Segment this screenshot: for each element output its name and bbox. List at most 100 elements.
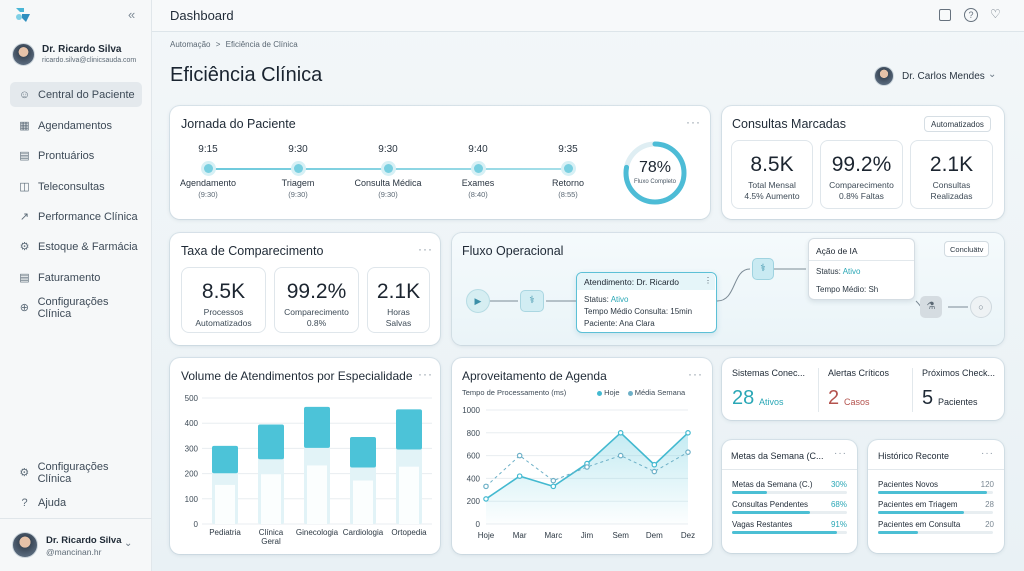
- stat-value: 2.1K: [376, 280, 421, 303]
- status-row: Status: Ativo: [584, 295, 628, 304]
- sidebar-item-teleconsultas[interactable]: ◫ Teleconsultas: [10, 174, 142, 199]
- bar[interactable]: [212, 445, 238, 524]
- step-dot[interactable]: [203, 164, 213, 173]
- progress-track: [878, 531, 993, 534]
- sidebar-item-prontuarios[interactable]: ▤ Prontuários: [10, 143, 142, 168]
- header-user-name[interactable]: Dr. Carlos Mendes: [902, 71, 985, 82]
- invoice-icon: ▤: [19, 272, 30, 284]
- header-avatar[interactable]: [874, 66, 894, 86]
- bell-icon[interactable]: ♡: [990, 7, 1001, 21]
- layout-icon[interactable]: [939, 9, 951, 21]
- patient-journey-card: Jornada do Paciente ··· 9:15 Agendamento (…: [170, 106, 710, 219]
- stat-sub: Automatizados: [195, 318, 252, 328]
- stat-card: 2.1K Consultas Realizadas: [910, 140, 993, 209]
- card-title: Volume de Atendimentos por Especialidade: [181, 369, 413, 383]
- data-point[interactable]: [550, 483, 557, 490]
- data-point[interactable]: [516, 473, 523, 479]
- breadcrumb-item[interactable]: Eficiência de Clínica: [225, 40, 298, 49]
- data-point[interactable]: [685, 449, 691, 455]
- bar[interactable]: [396, 409, 422, 524]
- sidebar-item-performance[interactable]: ↗ Performance Clínica: [10, 204, 142, 229]
- sidebar-item-configuracoes[interactable]: ⊕ Configurações Clínica: [10, 295, 142, 320]
- more-vert-icon[interactable]: ⋮: [704, 276, 712, 285]
- plus-circle-icon: ⊕: [19, 302, 29, 314]
- collapse-sidebar-icon[interactable]: «: [128, 7, 136, 22]
- chevron-down-icon[interactable]: ⌄: [124, 538, 133, 549]
- flow-box-title: Ação de IA: [816, 246, 858, 256]
- document-icon: ▤: [19, 150, 30, 162]
- area-fill: [486, 432, 688, 524]
- step-dot[interactable]: [293, 164, 303, 173]
- breadcrumb-separator: >: [215, 40, 221, 49]
- data-point[interactable]: [483, 496, 489, 502]
- stat-sub: Realizadas: [930, 191, 973, 201]
- bar[interactable]: [304, 406, 330, 524]
- progress-row-value: 20: [985, 520, 994, 529]
- help-icon[interactable]: ?: [964, 8, 978, 22]
- flow-box-header: [577, 273, 715, 290]
- status-label: Status:: [584, 295, 609, 304]
- x-tick-label: Ginecologia: [296, 528, 339, 537]
- data-point[interactable]: [617, 429, 624, 436]
- data-point[interactable]: [651, 461, 658, 468]
- chevron-down-icon[interactable]: ⌄: [988, 69, 997, 80]
- stat-label: Total Mensal: [748, 180, 796, 190]
- data-point[interactable]: [651, 468, 658, 475]
- sidebar: « Dr. Ricardo Silva ricardo.silva@clinic…: [0, 0, 152, 571]
- data-point[interactable]: [685, 429, 691, 436]
- conclude-button[interactable]: Concluätv: [944, 241, 990, 257]
- stethoscope-icon[interactable]: ⚕: [520, 290, 544, 312]
- flow-box-line: Paciente: Ana Clara: [584, 319, 655, 328]
- legend: Hoje Média Semana: [597, 388, 685, 397]
- y-tick-label: 500: [185, 394, 199, 403]
- data-point[interactable]: [584, 464, 590, 470]
- x-tick-label: Dem: [646, 531, 663, 540]
- step-dot[interactable]: [473, 164, 483, 173]
- avatar[interactable]: [12, 43, 35, 66]
- bar[interactable]: [350, 437, 376, 524]
- divider: [818, 368, 819, 412]
- flask-icon[interactable]: ⚗: [920, 296, 942, 318]
- automated-badge[interactable]: Automatizados: [924, 116, 991, 132]
- more-icon[interactable]: ···: [688, 367, 703, 381]
- sidebar-item-agendamentos[interactable]: ▦ Agendamentos: [10, 113, 142, 138]
- step-label: Consulta Médica: [354, 178, 422, 188]
- flow-box-atendimento[interactable]: Atendimento: Dr. Ricardo ⋮ Status: Ativo…: [576, 272, 717, 333]
- end-node-icon[interactable]: ○: [970, 296, 992, 318]
- data-point[interactable]: [550, 477, 557, 484]
- sidebar-item-ajuda[interactable]: ? Ajuda: [10, 490, 142, 515]
- step-dot[interactable]: [563, 164, 573, 173]
- more-icon[interactable]: ···: [686, 115, 701, 129]
- sidebar-item-central[interactable]: ☺ Central do Paciente: [10, 82, 142, 107]
- main-area: Dashboard ? ♡ Automação > Eficiência de …: [152, 0, 1024, 571]
- flow-box-ia[interactable]: Ação de IA Status: Ativo Tempo Médio: Sh: [808, 238, 915, 300]
- step-dot[interactable]: [383, 164, 393, 173]
- step-sub: (8:55): [558, 190, 578, 199]
- pill-icon: ⚙: [19, 241, 30, 253]
- more-icon[interactable]: ···: [418, 242, 433, 256]
- sidebar-item-configuracoes-bottom[interactable]: ⚙ Configurações Clínica: [10, 460, 142, 485]
- progress-row-label: Consultas Pendentes: [732, 500, 809, 509]
- app-logo-icon[interactable]: [14, 6, 32, 24]
- metas-card: Metas da Semana (C... ··· Metas da Seman…: [722, 440, 857, 553]
- kpi-title: Sistemas Conec...: [732, 368, 806, 378]
- stat-value: 2.1K: [929, 153, 974, 176]
- breadcrumb-item[interactable]: Automação: [170, 40, 211, 49]
- stethoscope-icon[interactable]: ⚕: [752, 258, 774, 280]
- more-icon[interactable]: ···: [418, 367, 433, 381]
- stat-card: 99.2% Comparecimento 0.8%: [274, 267, 359, 333]
- more-icon[interactable]: ···: [834, 448, 847, 459]
- more-icon[interactable]: ···: [981, 448, 994, 459]
- play-icon[interactable]: ▶: [466, 289, 490, 313]
- data-point[interactable]: [483, 483, 489, 490]
- y-tick-label: 0: [194, 520, 199, 529]
- sidebar-item-estoque[interactable]: ⚙ Estoque & Farmácia: [10, 234, 142, 259]
- sidebar-item-faturamento[interactable]: ▤ Faturamento: [10, 265, 142, 290]
- footer-avatar[interactable]: [12, 532, 38, 558]
- bar[interactable]: [258, 424, 284, 524]
- stat-label: Horas: [387, 307, 410, 317]
- data-point[interactable]: [617, 452, 624, 459]
- data-point[interactable]: [516, 452, 523, 459]
- stat-value: 8.5K: [201, 280, 246, 303]
- step-label: Triagem: [281, 178, 315, 188]
